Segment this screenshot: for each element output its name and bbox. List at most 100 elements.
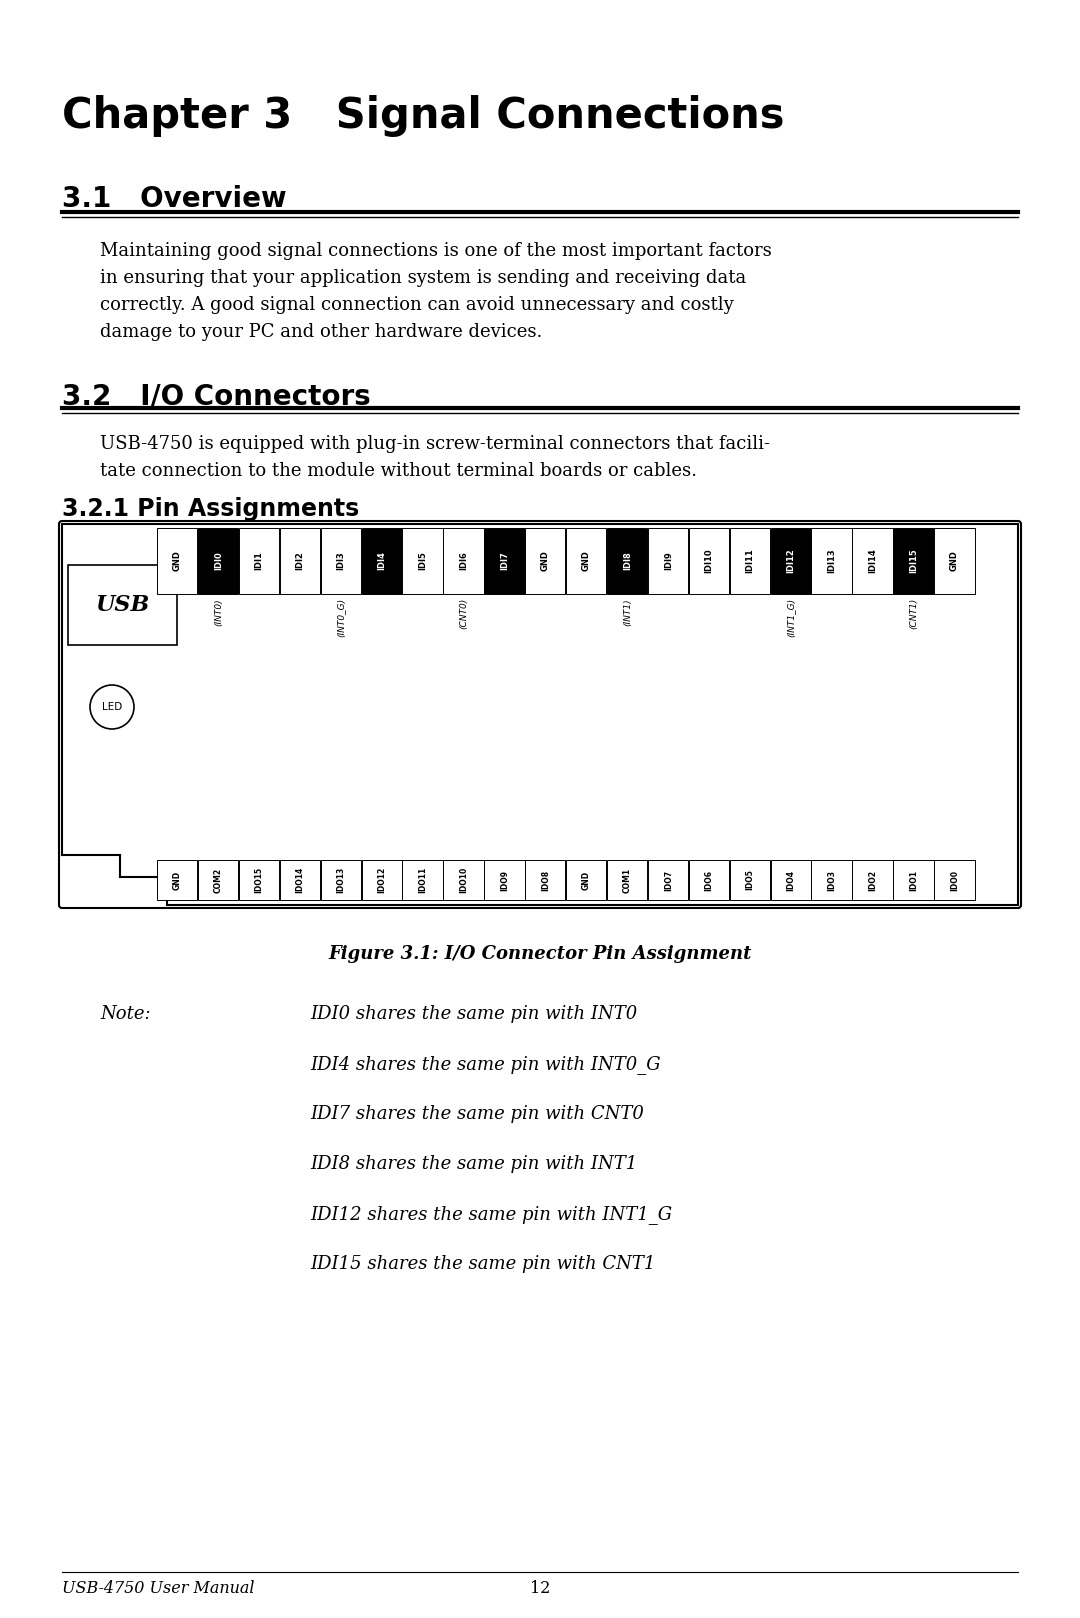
Text: USB-4750 User Manual: USB-4750 User Manual xyxy=(62,1581,255,1597)
Text: IDI11: IDI11 xyxy=(745,549,755,573)
Text: IDI4 shares the same pin with INT0_G: IDI4 shares the same pin with INT0_G xyxy=(310,1055,661,1074)
Bar xyxy=(198,527,239,594)
Circle shape xyxy=(90,684,134,730)
Bar xyxy=(362,861,402,900)
FancyBboxPatch shape xyxy=(59,521,1021,908)
Text: IDI9: IDI9 xyxy=(664,552,673,571)
Text: IDO15: IDO15 xyxy=(255,867,264,893)
Text: IDO10: IDO10 xyxy=(459,867,469,893)
Bar xyxy=(484,861,525,900)
Text: IDI10: IDI10 xyxy=(704,549,714,573)
Bar xyxy=(403,861,443,900)
Text: 3.2   I/O Connectors: 3.2 I/O Connectors xyxy=(62,382,370,409)
Polygon shape xyxy=(62,854,167,904)
Text: IDI12 shares the same pin with INT1_G: IDI12 shares the same pin with INT1_G xyxy=(310,1205,672,1223)
Text: IDI6: IDI6 xyxy=(459,552,469,571)
Text: (CNT0): (CNT0) xyxy=(459,599,469,629)
Bar xyxy=(525,527,566,594)
Bar xyxy=(239,527,280,594)
Bar xyxy=(280,861,320,900)
Text: COM2: COM2 xyxy=(214,867,222,893)
Bar xyxy=(852,861,893,900)
Bar xyxy=(893,527,933,594)
Bar xyxy=(852,527,893,594)
Text: GND: GND xyxy=(582,870,591,890)
Text: IDO13: IDO13 xyxy=(337,867,346,893)
Text: IDO1: IDO1 xyxy=(909,869,918,890)
Bar xyxy=(730,861,770,900)
Text: IDI8 shares the same pin with INT1: IDI8 shares the same pin with INT1 xyxy=(310,1155,637,1173)
Text: IDI1: IDI1 xyxy=(255,552,264,571)
Text: IDI7: IDI7 xyxy=(500,552,509,571)
Bar xyxy=(280,527,320,594)
Text: IDI5: IDI5 xyxy=(418,552,428,571)
Text: IDO2: IDO2 xyxy=(868,869,877,890)
Bar xyxy=(607,527,647,594)
Text: LED: LED xyxy=(102,702,122,712)
Bar xyxy=(443,861,484,900)
Text: GND: GND xyxy=(582,550,591,571)
Bar xyxy=(321,527,361,594)
Text: USB: USB xyxy=(95,594,150,616)
Bar xyxy=(484,527,525,594)
Text: IDI13: IDI13 xyxy=(827,549,836,573)
Text: IDI7 shares the same pin with CNT0: IDI7 shares the same pin with CNT0 xyxy=(310,1105,644,1123)
Bar xyxy=(689,861,729,900)
Text: GND: GND xyxy=(541,550,550,571)
Text: USB-4750 is equipped with plug-in screw-terminal connectors that facili-
tate co: USB-4750 is equipped with plug-in screw-… xyxy=(100,435,770,481)
Bar xyxy=(566,861,606,900)
Text: IDO6: IDO6 xyxy=(704,869,714,890)
Text: IDO3: IDO3 xyxy=(827,869,836,890)
Bar xyxy=(689,527,729,594)
Text: 12: 12 xyxy=(530,1581,550,1597)
Bar xyxy=(934,861,974,900)
Text: COM1: COM1 xyxy=(623,867,632,893)
Text: IDI4: IDI4 xyxy=(377,552,387,571)
Bar xyxy=(68,565,177,646)
Bar xyxy=(362,527,402,594)
Bar xyxy=(239,861,280,900)
Bar xyxy=(648,861,688,900)
Text: IDI0: IDI0 xyxy=(214,552,222,571)
Bar xyxy=(198,861,239,900)
Bar xyxy=(403,527,443,594)
Text: IDI15: IDI15 xyxy=(909,549,918,573)
Bar xyxy=(157,861,198,900)
Text: IDO11: IDO11 xyxy=(418,867,428,893)
Bar xyxy=(770,527,811,594)
Bar xyxy=(893,861,933,900)
Text: IDO14: IDO14 xyxy=(296,867,305,893)
Text: IDI0 shares the same pin with INT0: IDI0 shares the same pin with INT0 xyxy=(310,1005,637,1023)
Text: IDO4: IDO4 xyxy=(786,869,796,890)
Text: IDO7: IDO7 xyxy=(664,869,673,890)
Text: IDO8: IDO8 xyxy=(541,869,550,890)
Text: 3.1   Overview: 3.1 Overview xyxy=(62,184,286,214)
Text: IDI12: IDI12 xyxy=(786,549,796,573)
Text: IDO9: IDO9 xyxy=(500,869,509,890)
Text: IDO12: IDO12 xyxy=(377,867,387,893)
Text: IDO0: IDO0 xyxy=(950,869,959,890)
Bar xyxy=(934,527,974,594)
Bar xyxy=(811,861,852,900)
Text: GND: GND xyxy=(173,550,181,571)
Bar xyxy=(321,861,361,900)
Text: (INT0_G): (INT0_G) xyxy=(337,599,346,637)
Text: (INT0): (INT0) xyxy=(214,599,222,626)
Bar xyxy=(770,861,811,900)
Bar xyxy=(566,527,606,594)
Text: IDI14: IDI14 xyxy=(868,549,877,573)
Text: IDI2: IDI2 xyxy=(296,552,305,571)
Bar xyxy=(811,527,852,594)
Bar xyxy=(730,527,770,594)
Text: Figure 3.1: I/O Connector Pin Assignment: Figure 3.1: I/O Connector Pin Assignment xyxy=(328,945,752,963)
Bar xyxy=(525,861,566,900)
Text: 3.2.1 Pin Assignments: 3.2.1 Pin Assignments xyxy=(62,497,360,521)
Bar xyxy=(607,861,647,900)
Bar xyxy=(443,527,484,594)
Bar xyxy=(648,527,688,594)
Text: Chapter 3   Signal Connections: Chapter 3 Signal Connections xyxy=(62,95,784,138)
Text: IDI15 shares the same pin with CNT1: IDI15 shares the same pin with CNT1 xyxy=(310,1256,656,1273)
Bar xyxy=(157,527,198,594)
Text: (INT1_G): (INT1_G) xyxy=(786,599,796,637)
Text: (INT1): (INT1) xyxy=(623,599,632,626)
